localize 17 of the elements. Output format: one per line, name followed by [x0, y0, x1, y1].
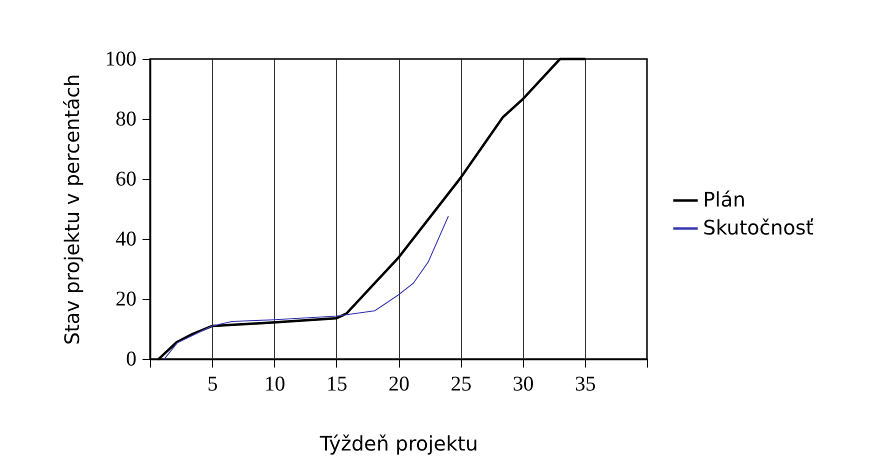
x-tick-label: 15: [326, 372, 348, 396]
y-tick-label: 80: [116, 106, 136, 130]
x-tick-label: 35: [574, 372, 596, 396]
y-tick-label: 40: [116, 226, 136, 250]
x-tick-label: 30: [512, 372, 534, 396]
x-tick-label: 10: [264, 372, 286, 396]
y-tick-label: 20: [116, 286, 136, 310]
x-tick-label: 20: [388, 372, 410, 396]
y-tick-label: 0: [126, 346, 136, 370]
y-tick-label: 60: [116, 166, 136, 190]
y-tick-label: 100: [105, 46, 136, 70]
x-tick-label: 5: [207, 372, 218, 396]
y-axis-title: Stav projektu v percentách: [60, 74, 84, 345]
x-tick-label: 25: [450, 372, 472, 396]
legend-label: Plán: [703, 188, 746, 212]
legend-label: Skutočnosť: [703, 216, 814, 240]
x-axis-title: Týždeň projektu: [318, 432, 478, 456]
